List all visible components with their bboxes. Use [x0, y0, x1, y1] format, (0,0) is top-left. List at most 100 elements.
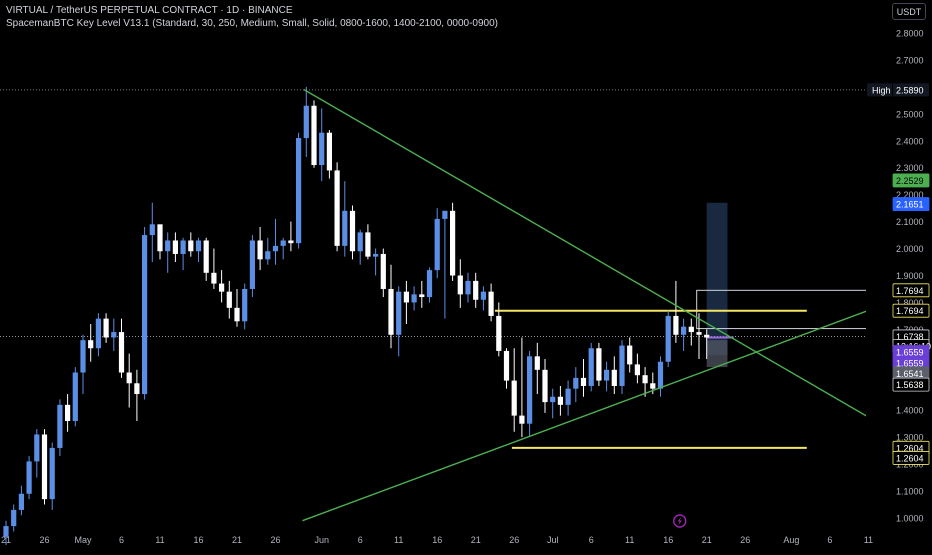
- candle-body-49: [380, 253, 386, 289]
- event-lightning-icon: [673, 514, 687, 528]
- candle-body-69: [534, 356, 540, 370]
- candle-body-14: [111, 332, 117, 338]
- chart-legend: VIRTUAL / TetherUS PERPETUAL CONTRACT · …: [6, 4, 498, 30]
- price-label-box-1: [892, 173, 930, 188]
- price-tick-label: 2.0000: [896, 244, 924, 254]
- price-label-box-12: [892, 451, 930, 465]
- date-tick-label: Aug: [783, 535, 799, 545]
- lightning-bolt-shape: [677, 516, 682, 526]
- candle-body-1: [11, 509, 17, 527]
- candle-body-86: [665, 315, 671, 362]
- price-label-text-1: 2.2529: [896, 176, 924, 186]
- price-label-text-10: 1.5638: [896, 380, 924, 390]
- candle-body-5: [41, 434, 48, 500]
- date-tick-label: Jun: [314, 535, 329, 545]
- candle-body-9: [72, 372, 78, 421]
- candle-body-36: [280, 240, 286, 246]
- candle-body-54: [419, 294, 425, 298]
- candle-body-11: [88, 340, 94, 349]
- candle-body-16: [126, 372, 132, 384]
- indicator-title[interactable]: SpacemanBTC Key Level V13.1 (Standard, 3…: [6, 18, 498, 29]
- candle-body-29: [226, 291, 232, 308]
- price-tick-label: 1.8000: [896, 298, 924, 308]
- candle-body-40: [311, 105, 317, 166]
- date-tick-label: 6: [119, 535, 124, 545]
- candle-body-21: [165, 240, 171, 252]
- date-tick-label: 6: [589, 535, 594, 545]
- price-tick-label: 1.3000: [896, 433, 924, 443]
- candle-body-28: [219, 283, 225, 292]
- date-tick-label: 21: [702, 535, 712, 545]
- date-tick-label: 21: [1, 535, 11, 545]
- high-price-box: [893, 83, 929, 97]
- price-label-text-3: 1.7694: [896, 286, 924, 296]
- candle-body-12: [95, 318, 101, 349]
- candle-body-0: [3, 526, 9, 537]
- candle-body-58: [450, 210, 456, 276]
- price-tick-label: 1.9000: [896, 271, 924, 281]
- price-tick-label: 2.5000: [896, 109, 924, 119]
- date-tick-label: 26: [509, 535, 519, 545]
- candle-body-71: [550, 396, 556, 403]
- candle-body-18: [142, 235, 148, 395]
- price-tick-label: 2.3000: [896, 163, 924, 173]
- candle-body-45: [349, 210, 356, 252]
- candle-body-41: [319, 132, 325, 166]
- trendline-ascending: [302, 288, 927, 522]
- position-stop-box: [706, 340, 728, 368]
- price-label-text-4: 1.7694: [896, 306, 924, 316]
- price-tick-label: 2.7000: [896, 55, 924, 65]
- candle-body-84: [650, 383, 656, 389]
- price-tick-label: 2.4000: [896, 136, 924, 146]
- candle-body-30: [234, 307, 240, 322]
- candle-body-74: [573, 377, 579, 389]
- price-label-box-4: [892, 303, 930, 318]
- candle-body-4: [34, 434, 40, 462]
- date-tick-label: 11: [155, 535, 164, 545]
- date-tick-label: May: [74, 535, 92, 545]
- candle-body-61: [473, 280, 479, 300]
- candle-body-63: [488, 291, 494, 316]
- price-label-text-5: 1.6738: [896, 332, 924, 342]
- date-tick-label: 6: [358, 535, 363, 545]
- candle-body-65: [503, 350, 510, 381]
- candle-body-83: [642, 375, 648, 384]
- candle-body-70: [542, 369, 548, 403]
- currency-button[interactable]: USDT: [892, 3, 926, 20]
- candle-body-46: [357, 232, 363, 252]
- date-tick-label: 11: [394, 535, 403, 545]
- price-label-text-9: 1.6541: [896, 369, 924, 379]
- date-tick-label: 11: [864, 535, 873, 545]
- date-tick-label: 26: [270, 535, 280, 545]
- candle-body-48: [373, 253, 379, 257]
- candle-body-6: [49, 447, 55, 500]
- high-price-text: 2.5890: [896, 85, 924, 95]
- candle-body-42: [326, 132, 332, 171]
- candle-body-87: [673, 315, 679, 335]
- candle-body-72: [557, 396, 563, 405]
- candle-body-76: [588, 348, 594, 386]
- candle-body-62: [480, 291, 486, 300]
- candle-body-55: [426, 270, 433, 298]
- candle-body-64: [496, 315, 502, 351]
- candle-body-50: [388, 288, 394, 335]
- candle-body-77: [596, 348, 602, 381]
- candle-body-57: [442, 210, 448, 219]
- candle-body-52: [403, 291, 409, 303]
- price-tick-label: 1.4000: [896, 406, 924, 416]
- price-label-box-3: [892, 283, 930, 298]
- candle-body-34: [265, 251, 271, 260]
- symbol-title[interactable]: VIRTUAL / TetherUS PERPETUAL CONTRACT · …: [6, 5, 293, 16]
- candle-body-20: [157, 224, 163, 252]
- price-label-text-7: 1.6559: [896, 348, 924, 358]
- candle-body-91: [704, 334, 710, 338]
- candle-body-68: [527, 356, 533, 424]
- candle-body-17: [134, 383, 140, 395]
- candle-body-75: [580, 377, 587, 386]
- candle-body-31: [242, 288, 248, 322]
- candle-body-19: [149, 224, 155, 236]
- high-label-box: [867, 83, 892, 97]
- candle-body-27: [211, 272, 217, 284]
